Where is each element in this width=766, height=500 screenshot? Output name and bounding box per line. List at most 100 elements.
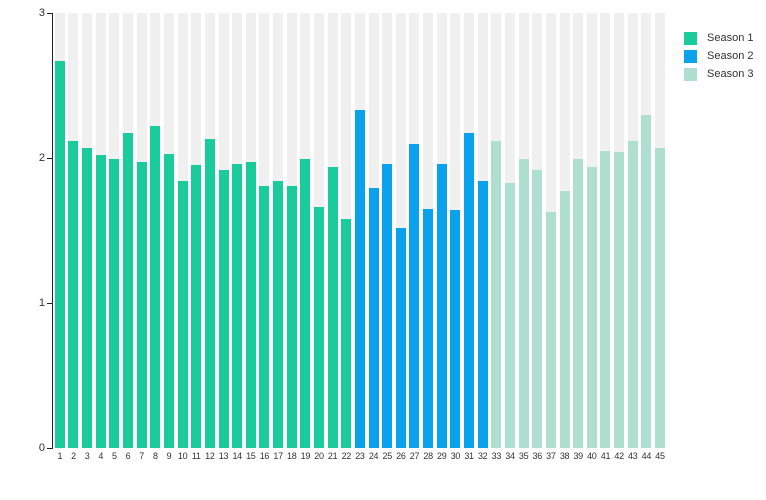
bar-episode-12[interactable] [204, 139, 215, 448]
bar-slot-18 [285, 13, 299, 448]
bar-series-container [53, 13, 667, 448]
legend-swatch-icon [684, 50, 697, 63]
bar-episode-41[interactable] [600, 150, 611, 448]
x-tick-label-44: 44 [641, 451, 652, 461]
bar-slot-6 [121, 13, 135, 448]
bar-slot-20 [312, 13, 326, 448]
x-tick-label-8: 8 [152, 451, 158, 461]
bar-episode-17[interactable] [273, 181, 284, 448]
y-tick-label-3: 3 [38, 7, 45, 19]
x-tick-label-12: 12 [205, 451, 215, 461]
legend-label: Season 2 [707, 50, 754, 62]
x-tick-label-38: 38 [559, 451, 570, 461]
bar-episode-32[interactable] [477, 181, 488, 448]
bar-episode-43[interactable] [627, 140, 638, 448]
bar-episode-37[interactable] [545, 211, 556, 448]
bar-episode-29[interactable] [436, 163, 447, 448]
x-tick-label-27: 27 [409, 451, 420, 461]
x-tick-label-43: 43 [628, 451, 638, 461]
bar-slot-30 [449, 13, 463, 448]
x-tick-label-11: 11 [191, 451, 201, 461]
x-tick-label-33: 33 [491, 451, 502, 461]
x-tick-label-22: 22 [341, 451, 352, 461]
bar-episode-3[interactable] [82, 147, 93, 448]
bar-slot-12 [203, 13, 217, 448]
bar-episode-19[interactable] [300, 159, 311, 448]
bar-episode-21[interactable] [327, 166, 338, 448]
x-tick-label-3: 3 [84, 451, 90, 461]
bar-episode-7[interactable] [136, 162, 147, 448]
bar-episode-27[interactable] [409, 143, 420, 448]
bar-slot-16 [258, 13, 272, 448]
bar-episode-5[interactable] [109, 159, 120, 448]
bar-episode-15[interactable] [245, 162, 256, 448]
y-tick-label-1: 1 [38, 297, 45, 309]
x-tick-label-17: 17 [273, 451, 283, 461]
bar-episode-14[interactable] [232, 163, 243, 448]
x-tick-label-16: 16 [259, 451, 270, 461]
bar-episode-22[interactable] [341, 218, 352, 448]
bar-episode-11[interactable] [191, 165, 202, 448]
bar-episode-8[interactable] [150, 126, 161, 448]
bar-slot-33 [490, 13, 504, 448]
bar-slot-44 [640, 13, 654, 448]
bar-episode-1[interactable] [54, 60, 65, 448]
x-tick-label-4: 4 [98, 451, 104, 461]
legend-item-season-1[interactable]: Season 1 [684, 32, 753, 45]
bar-slot-5 [108, 13, 122, 448]
bar-episode-45[interactable] [655, 147, 665, 448]
x-tick-label-34: 34 [505, 451, 515, 461]
bar-episode-25[interactable] [382, 163, 393, 448]
x-tick-label-9: 9 [166, 451, 172, 461]
bar-episode-24[interactable] [368, 188, 379, 448]
bar-episode-36[interactable] [532, 169, 543, 448]
x-tick-label-21: 21 [327, 451, 338, 461]
bar-episode-42[interactable] [614, 152, 625, 448]
bar-slot-39 [571, 13, 585, 448]
y-tick-mark-3 [47, 13, 52, 14]
bar-episode-44[interactable] [641, 114, 652, 448]
bar-episode-38[interactable] [559, 191, 570, 448]
bar-episode-26[interactable] [395, 227, 406, 448]
bar-episode-2[interactable] [68, 140, 79, 448]
bar-episode-13[interactable] [218, 169, 229, 448]
x-tick-label-28: 28 [423, 451, 433, 461]
x-tick-label-6: 6 [125, 451, 131, 461]
bar-slot-23 [353, 13, 367, 448]
x-tick-label-40: 40 [587, 451, 597, 461]
legend-swatch-icon [684, 32, 697, 45]
bar-slot-29 [435, 13, 449, 448]
bar-episode-30[interactable] [450, 210, 461, 448]
bar-slot-19 [299, 13, 313, 448]
bar-slot-3 [80, 13, 94, 448]
bar-episode-39[interactable] [573, 159, 584, 448]
bar-episode-33[interactable] [491, 140, 502, 448]
bar-episode-18[interactable] [286, 185, 297, 448]
legend-item-season-3[interactable]: Season 3 [684, 68, 753, 81]
bar-episode-16[interactable] [259, 185, 270, 448]
y-tick-label-2: 2 [38, 152, 45, 164]
legend-item-season-2[interactable]: Season 2 [684, 50, 753, 63]
bar-episode-9[interactable] [163, 153, 174, 448]
bar-slot-17 [271, 13, 285, 448]
bar-slot-32 [476, 13, 490, 448]
bar-slot-42 [612, 13, 626, 448]
bar-episode-6[interactable] [123, 133, 134, 448]
bar-episode-4[interactable] [95, 155, 106, 448]
bar-episode-40[interactable] [586, 166, 597, 448]
x-tick-label-7: 7 [139, 451, 145, 461]
bar-episode-34[interactable] [504, 182, 515, 448]
bar-slot-37 [544, 13, 558, 448]
x-tick-label-19: 19 [300, 451, 311, 461]
bar-slot-9 [162, 13, 176, 448]
bar-episode-31[interactable] [464, 133, 475, 448]
x-tick-label-14: 14 [232, 451, 242, 461]
legend-label: Season 3 [707, 68, 754, 80]
bar-episode-20[interactable] [313, 207, 324, 448]
bar-episode-23[interactable] [354, 110, 365, 448]
y-tick-label-0: 0 [38, 442, 45, 454]
bar-episode-35[interactable] [518, 159, 529, 448]
bar-episode-10[interactable] [177, 181, 188, 448]
bar-episode-28[interactable] [423, 208, 434, 448]
x-tick-label-39: 39 [573, 451, 583, 461]
